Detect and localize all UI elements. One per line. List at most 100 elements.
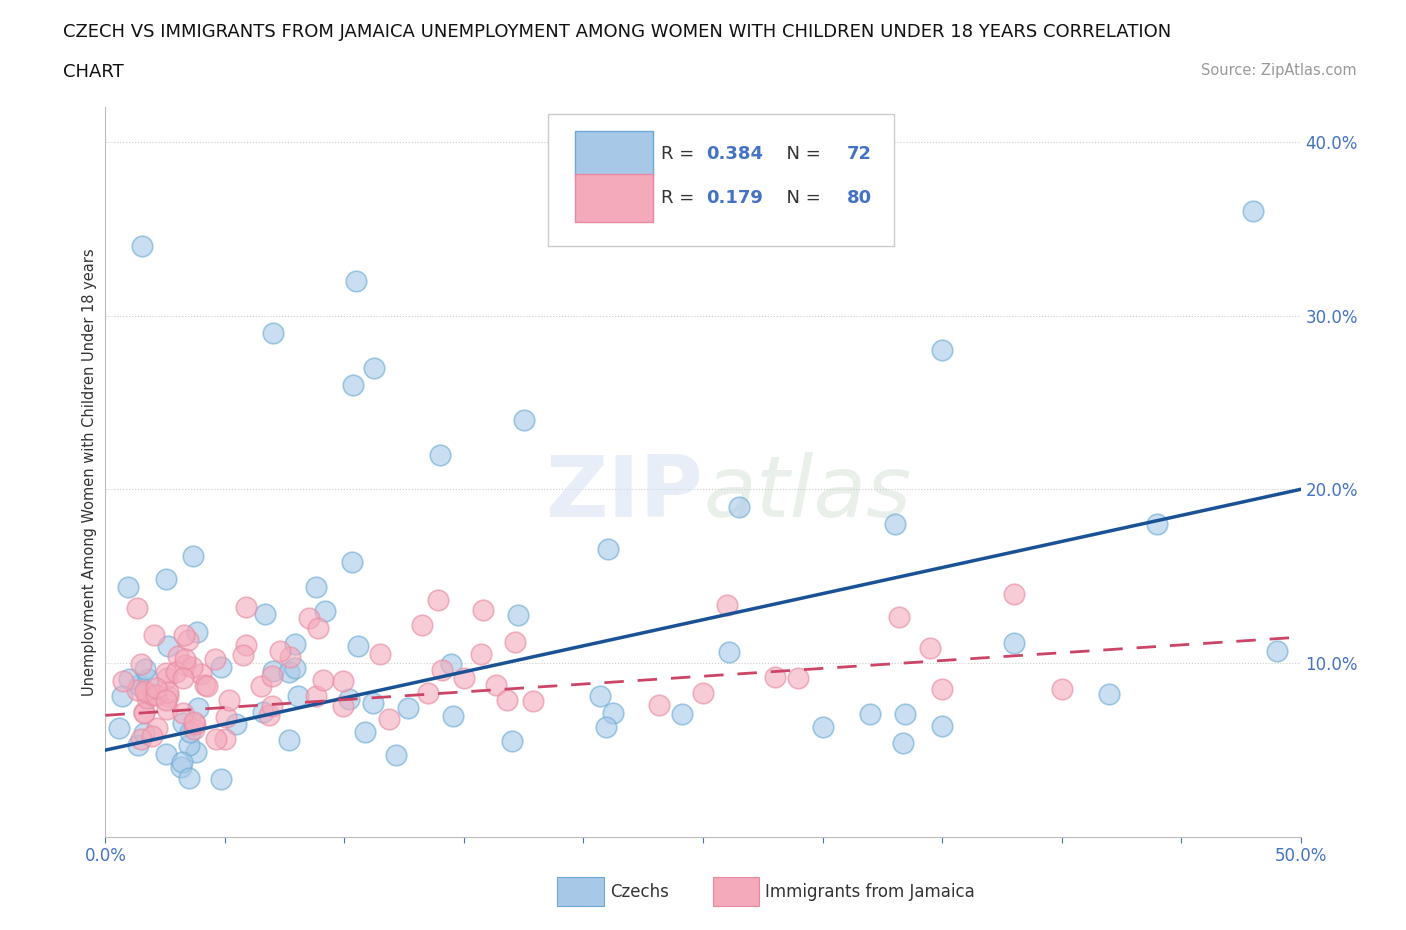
Point (235, 638, 257, 653)
Point (252, 705, 274, 720)
Point (312, 672, 335, 687)
Point (595, 720, 617, 735)
Text: CZECH VS IMMIGRANTS FROM JAMAICA UNEMPLOYMENT AMONG WOMEN WITH CHILDREN UNDER 18: CZECH VS IMMIGRANTS FROM JAMAICA UNEMPLO… (63, 23, 1171, 41)
Text: R =: R = (661, 189, 700, 207)
Point (522, 694, 544, 709)
Point (250, 678, 273, 693)
Point (183, 717, 205, 732)
Point (332, 673, 354, 688)
Point (132, 706, 155, 721)
Point (232, 648, 254, 663)
Point (430, 662, 453, 677)
Point (307, 620, 329, 635)
Point (278, 733, 301, 748)
Point (145, 681, 167, 696)
Point (931, 343, 953, 358)
Point (602, 706, 624, 721)
Point (218, 693, 240, 708)
Point (763, 670, 786, 684)
Point (108, 720, 131, 735)
Point (508, 607, 530, 622)
Point (354, 724, 377, 739)
Point (177, 632, 200, 647)
Point (172, 705, 194, 720)
Point (141, 729, 163, 744)
Point (262, 326, 284, 340)
Point (894, 707, 917, 722)
Point (142, 688, 165, 703)
Point (337, 692, 360, 707)
Point (166, 648, 188, 663)
Point (728, 499, 751, 514)
Point (344, 273, 367, 288)
Point (179, 771, 201, 786)
Point (194, 677, 217, 692)
Point (129, 732, 152, 747)
FancyBboxPatch shape (575, 131, 652, 179)
Point (127, 737, 149, 752)
Point (883, 517, 905, 532)
Point (215, 710, 238, 724)
Point (195, 679, 218, 694)
Point (174, 658, 197, 672)
Point (361, 696, 384, 711)
Point (190, 667, 212, 682)
Point (891, 736, 914, 751)
Point (235, 600, 257, 615)
Point (262, 663, 284, 678)
Point (284, 660, 307, 675)
Point (717, 644, 740, 659)
Point (503, 635, 526, 650)
Point (692, 685, 714, 700)
Point (887, 609, 910, 624)
Point (396, 700, 419, 715)
Point (931, 682, 953, 697)
FancyBboxPatch shape (575, 175, 652, 222)
Point (173, 651, 195, 666)
Point (181, 549, 204, 564)
Point (125, 683, 148, 698)
Point (786, 671, 808, 685)
Point (134, 661, 156, 676)
Point (287, 689, 309, 704)
Point (253, 606, 276, 621)
Text: 72: 72 (846, 145, 872, 164)
Point (183, 714, 205, 729)
Point (155, 666, 177, 681)
Point (260, 698, 283, 713)
Point (155, 693, 177, 708)
Point (134, 725, 156, 740)
Text: Source: ZipAtlas.com: Source: ZipAtlas.com (1201, 63, 1357, 78)
Point (363, 360, 385, 375)
Point (716, 598, 738, 613)
Point (931, 718, 953, 733)
Point (453, 671, 475, 685)
Point (186, 625, 208, 640)
Point (284, 636, 307, 651)
Point (125, 600, 148, 615)
Point (427, 592, 450, 607)
Point (470, 646, 492, 661)
Text: 0.179: 0.179 (707, 189, 763, 207)
Point (485, 678, 508, 693)
Point (165, 664, 187, 679)
Point (418, 686, 440, 701)
Point (1241, 204, 1264, 219)
Point (411, 618, 433, 632)
Point (648, 698, 671, 713)
Point (596, 541, 619, 556)
Point (184, 745, 207, 760)
Text: R =: R = (661, 145, 700, 164)
Point (429, 447, 451, 462)
Point (1002, 587, 1025, 602)
Point (671, 707, 693, 722)
Point (1002, 635, 1025, 650)
Point (205, 731, 228, 746)
Point (918, 641, 941, 656)
Point (136, 685, 159, 700)
Point (155, 747, 177, 762)
Point (179, 724, 201, 739)
Text: N =: N = (775, 189, 827, 207)
Point (131, 239, 153, 254)
Point (172, 715, 194, 730)
